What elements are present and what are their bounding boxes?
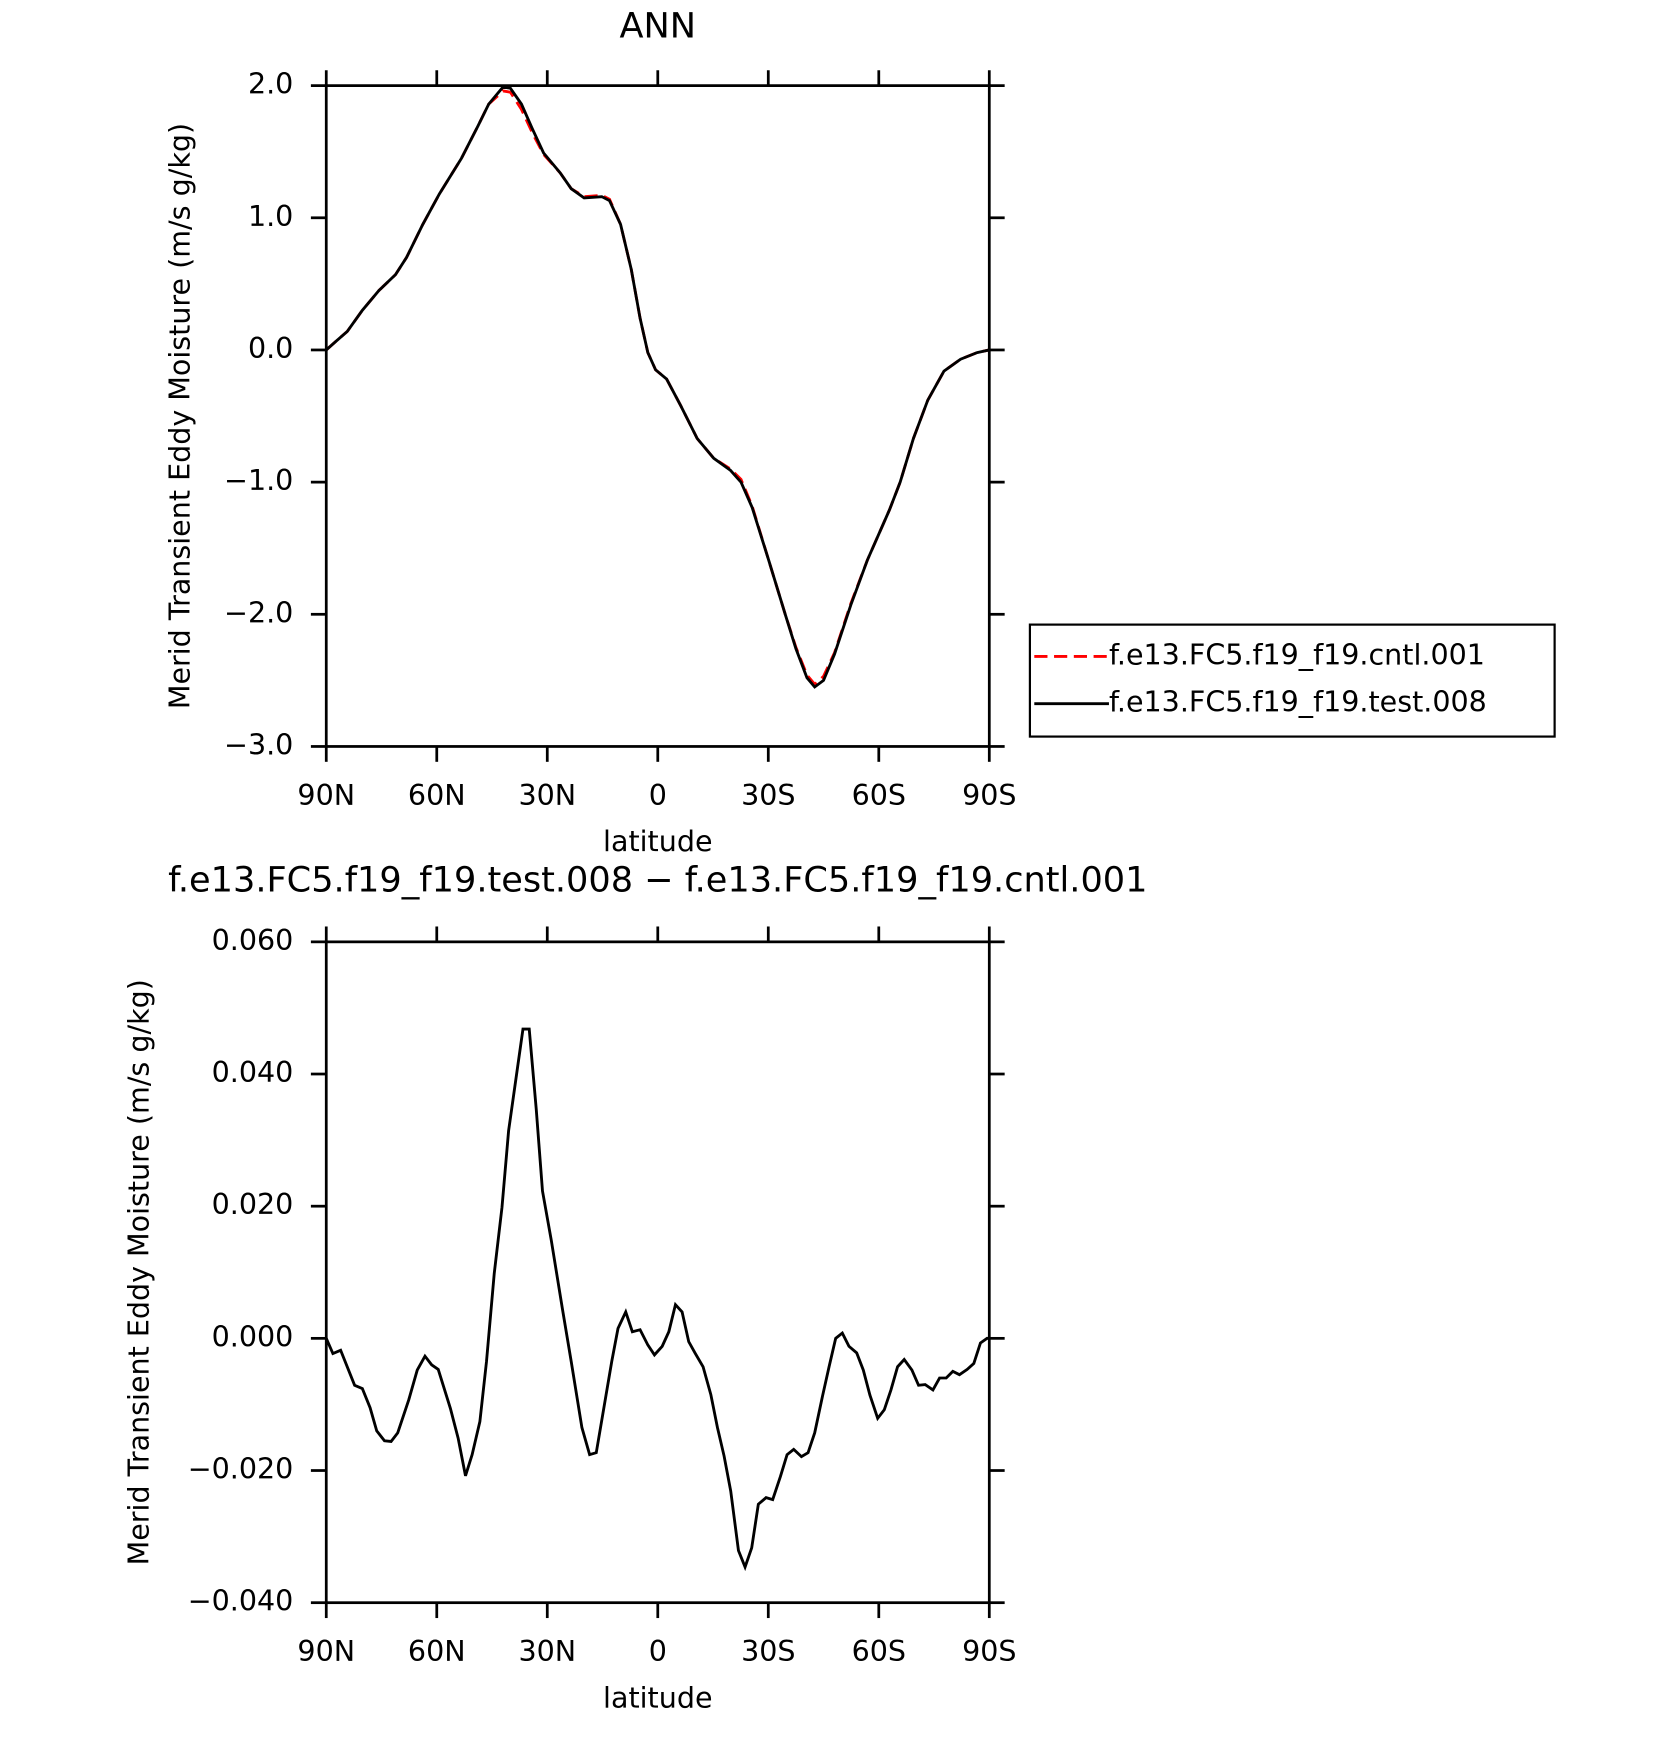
x-tick-label: 90S [962, 779, 1016, 812]
y-tick-label: 0.0 [248, 332, 293, 365]
x-tick-label: 30N [518, 779, 576, 812]
x-tick-label: 0 [649, 779, 667, 812]
x-tick-label: 90N [297, 779, 355, 812]
y-tick-label: 0.060 [212, 924, 294, 957]
data-line [325, 89, 990, 687]
x-tick-label: 30S [741, 779, 795, 812]
chart-title: ANN [620, 5, 697, 46]
x-tick-label: 30S [741, 1635, 795, 1668]
plot-frame [324, 940, 991, 1605]
x-tick-label: 60N [408, 1635, 466, 1668]
plot-frame [324, 84, 991, 748]
legend-label: f.e13.FC5.f19_f19.cntl.001 [1109, 638, 1485, 671]
x-tick-label: 0 [649, 1635, 667, 1668]
y-tick-label: −2.0 [224, 596, 293, 629]
legend-box [1028, 623, 1556, 738]
chart-title: f.e13.FC5.f19_f19.test.008 − f.e13.FC5.f… [168, 859, 1147, 900]
x-tick-label: 30N [518, 1635, 576, 1668]
y-tick-label: 0.020 [212, 1188, 294, 1221]
y-tick-label: 2.0 [248, 68, 293, 101]
x-tick-label: 90S [962, 1635, 1016, 1668]
y-tick-label: 0.000 [212, 1320, 294, 1353]
x-tick-label: 60S [852, 779, 906, 812]
panel: f.e13.FC5.f19_f19.test.008 − f.e13.FC5.f… [123, 859, 1148, 1714]
y-tick-label: −0.020 [188, 1453, 294, 1486]
x-tick-label: 90N [297, 1635, 355, 1668]
panel: ANN latitude Merid Transient Eddy Moisture… [163, 5, 1556, 858]
y-axis-label: Merid Transient Eddy Moisture (m/s g/kg) [123, 979, 156, 1565]
x-axis-label: latitude [603, 825, 712, 858]
y-tick-label: −3.0 [224, 728, 293, 761]
y-tick-label: 0.040 [212, 1056, 294, 1089]
legend-label: f.e13.FC5.f19_f19.test.008 [1109, 686, 1487, 719]
x-tick-label: 60S [852, 1635, 906, 1668]
y-tick-label: −1.0 [224, 464, 293, 497]
data-line [325, 85, 990, 689]
data-line [324, 1027, 990, 1572]
y-tick-label: −0.040 [188, 1585, 294, 1618]
x-tick-label: 60N [408, 779, 466, 812]
y-axis-label: Merid Transient Eddy Moisture (m/s g/kg) [163, 123, 196, 709]
y-tick-label: 1.0 [248, 200, 293, 233]
x-axis-label: latitude [603, 1681, 712, 1714]
